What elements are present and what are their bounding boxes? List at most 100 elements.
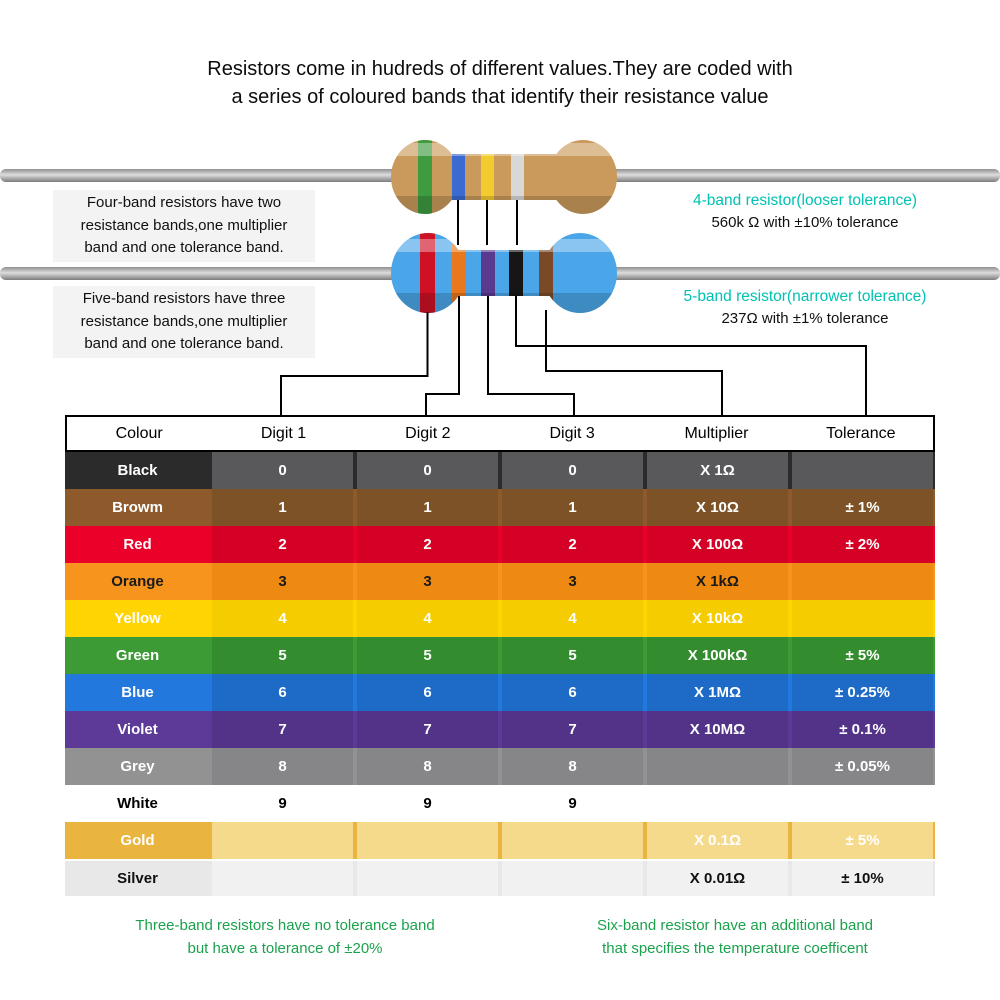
band-black-icon (509, 244, 523, 302)
five-band-value: 237Ω with ±1% tolerance (721, 310, 889, 327)
table-cell: 1 (357, 489, 498, 526)
table-cell: ± 5% (792, 637, 933, 674)
table-cell: 6 (357, 674, 498, 711)
table-cell: ± 5% (792, 822, 933, 859)
resistor-body (428, 250, 580, 296)
table-cell: X 10MΩ (647, 711, 788, 748)
table-row: Green 5 5 5 X 100kΩ ± 5% (65, 637, 935, 674)
table-cell: 4 (502, 600, 643, 637)
band-to-column-connectors (280, 296, 867, 416)
column-header: Tolerance (826, 424, 896, 442)
connector-digit1 (280, 312, 429, 416)
table-cell: 1 (212, 489, 353, 526)
connector-digit2 (425, 296, 460, 416)
footnote-line: that specifies the temperature coefficen… (602, 940, 868, 957)
table-cell: 9 (212, 785, 353, 822)
column-header: Digit 1 (260, 424, 307, 442)
table-cell: 2 (212, 526, 353, 563)
table-row: Silver X 0.01Ω ± 10% (65, 859, 935, 896)
colour-label: Red (123, 536, 152, 553)
table-cell: ± 2% (792, 526, 933, 563)
table-cell: X 1kΩ (647, 563, 788, 600)
table-cell: 9 (357, 785, 498, 822)
description-line: band and one tolerance band. (84, 335, 284, 352)
colour-label: Browm (112, 499, 163, 516)
column-header: Colour (115, 424, 163, 442)
four-band-value: 560k Ω with ±10% tolerance (711, 214, 899, 231)
body-shadow (391, 293, 617, 313)
table-cell (212, 861, 353, 896)
table-cell: 5 (502, 637, 643, 674)
colour-label: Yellow (114, 610, 161, 627)
table-body: Black 0 0 0 X 1Ω Browm 1 1 1 X 10Ω ± 1% Red 2 2 2 X 100… (65, 452, 935, 896)
table-cell: 5 (357, 637, 498, 674)
table-cell: X 1Ω (647, 452, 788, 489)
description-line: resistance bands,one multiplier (80, 216, 288, 234)
table-cell: 4 (357, 600, 498, 637)
table-cell (502, 822, 643, 859)
colour-label: Green (115, 647, 160, 664)
four-band-description: Four-band resistors have two resistance … (53, 190, 315, 262)
four-band-caption-title: 4-band resistor(looser tolerance) (693, 192, 917, 209)
table-row: Grey 8 8 8 ± 0.05% (65, 748, 935, 785)
column-header: Multiplier (684, 424, 749, 442)
table-cell (792, 785, 933, 822)
inter-resistor-links (457, 200, 518, 245)
table-cell: 0 (357, 452, 498, 489)
band-green-icon (418, 140, 432, 214)
colour-label: Violet (117, 721, 158, 738)
column-header: Digit 3 (549, 424, 595, 442)
table-cell: 8 (212, 748, 353, 785)
table-cell: 9 (502, 785, 643, 822)
table-row: Gold X 0.1Ω ± 5% (65, 822, 935, 859)
band-violet-icon (481, 244, 495, 302)
table-cell: 8 (502, 748, 643, 785)
table-cell: 2 (357, 526, 498, 563)
table-cell: X 0.01Ω (647, 861, 788, 896)
table-cell: 6 (212, 674, 353, 711)
table-row: Red 2 2 2 X 100Ω ± 2% (65, 526, 935, 563)
table-cell: 7 (212, 711, 353, 748)
table-cell: 3 (357, 563, 498, 600)
footnote-line: but have a tolerance of ±20% (187, 940, 383, 957)
table-cell: ± 0.1% (792, 711, 933, 748)
table-cell (792, 563, 933, 600)
body-highlight (391, 143, 617, 156)
table-row: Blue 6 6 6 X 1MΩ ± 0.25% (65, 674, 935, 711)
band-silver-icon (511, 148, 524, 206)
band-blue-icon (452, 148, 465, 206)
table-cell (357, 861, 498, 896)
table-cell (212, 822, 353, 859)
six-band-footnote: Six-band resistor have an additional ban… (500, 914, 970, 960)
table-cell: 0 (502, 452, 643, 489)
table-cell: 6 (502, 674, 643, 711)
table-cell: ± 0.05% (792, 748, 933, 785)
table-cell: 5 (212, 637, 353, 674)
table-cell: 3 (502, 563, 643, 600)
table-cell: X 10Ω (647, 489, 788, 526)
table-cell (792, 600, 933, 637)
title-line-1: Resistors come in hudreds of different v… (207, 58, 793, 80)
page-title: Resistors come in hudreds of different v… (0, 55, 1000, 111)
table-header-row: Colour Digit 1 Digit 2 Digit 3 Multiplier Tol… (65, 415, 935, 452)
table-cell: 3 (212, 563, 353, 600)
table-cell: X 100kΩ (647, 637, 788, 674)
table-cell: 7 (502, 711, 643, 748)
colour-label: Gold (120, 832, 155, 849)
table-cell: X 0.1Ω (647, 822, 788, 859)
table-cell: 8 (357, 748, 498, 785)
five-band-description: Five-band resistors have three resistanc… (53, 286, 315, 358)
resistor-5band (391, 233, 617, 313)
table-cell: 7 (357, 711, 498, 748)
table-row: Orange 3 3 3 X 1kΩ (65, 563, 935, 600)
three-band-footnote: Three-band resistors have no tolerance b… (55, 914, 515, 960)
description-line: resistance bands,one multiplier (80, 312, 288, 330)
table-row: Black 0 0 0 X 1Ω (65, 452, 935, 489)
band-orange-icon (452, 244, 466, 302)
table-row: Browm 1 1 1 X 10Ω ± 1% (65, 489, 935, 526)
table-cell (647, 748, 788, 785)
table-cell: X 100Ω (647, 526, 788, 563)
table-cell: 4 (212, 600, 353, 637)
table-cell (647, 785, 788, 822)
